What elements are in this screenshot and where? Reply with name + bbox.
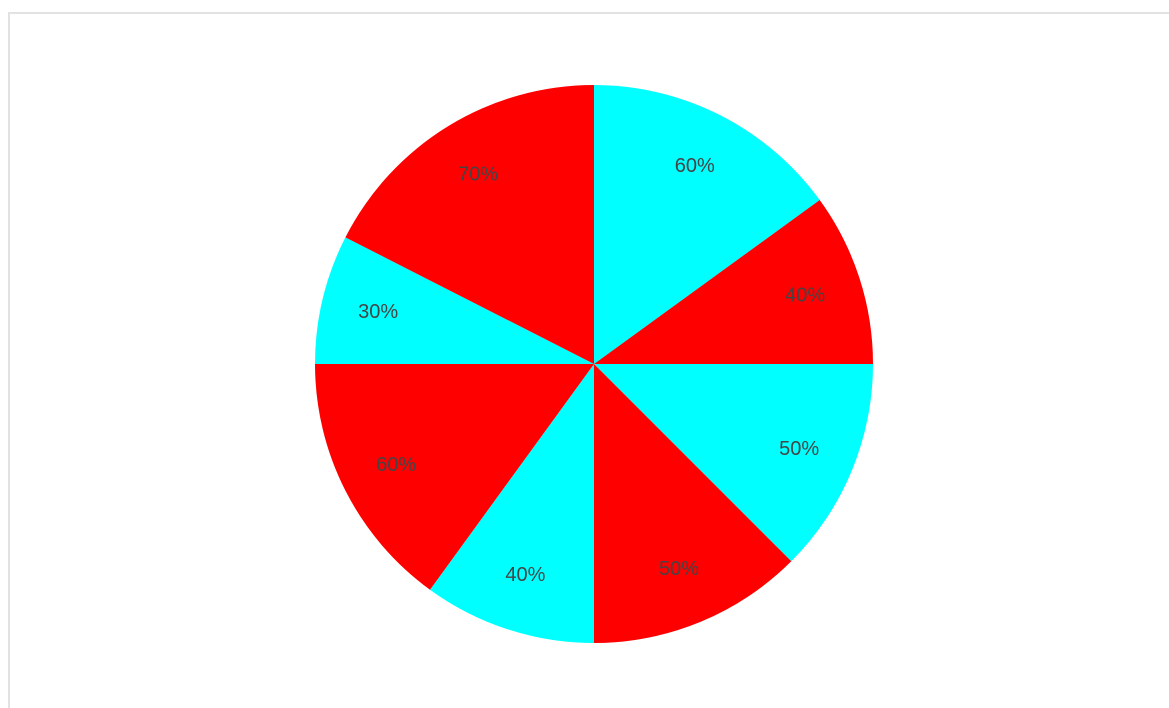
slice-label-8: 70%: [458, 164, 498, 186]
slice-label-1: 60%: [675, 155, 715, 177]
slice-label-3: 50%: [779, 438, 819, 460]
pie-slice-5[interactable]: [430, 364, 594, 643]
pie-slice-1[interactable]: [594, 85, 820, 364]
pie-slice-2[interactable]: [594, 200, 873, 364]
pie-slice-3[interactable]: [594, 364, 873, 562]
pie-slice-6[interactable]: [315, 364, 594, 590]
slice-label-5: 40%: [505, 564, 545, 586]
slice-label-6: 60%: [376, 454, 416, 476]
pie-slice-8[interactable]: [345, 85, 594, 364]
pie-slice-4[interactable]: [594, 364, 792, 643]
slice-label-4: 50%: [659, 558, 699, 580]
pie-slice-7[interactable]: [315, 237, 594, 364]
slice-label-2: 40%: [785, 284, 825, 306]
slice-label-7: 30%: [358, 301, 398, 323]
